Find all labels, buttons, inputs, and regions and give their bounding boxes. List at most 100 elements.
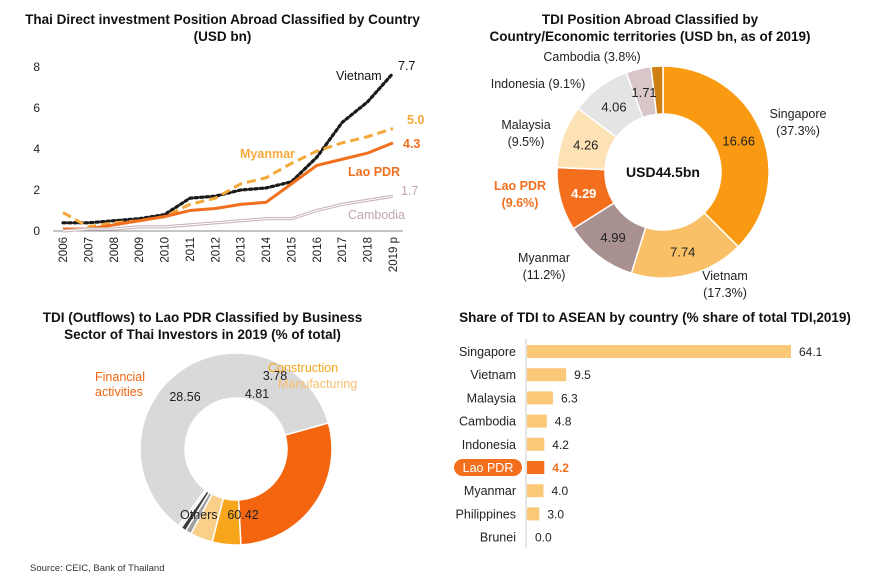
series-line-vietnam <box>61 71 395 225</box>
series-line-myanmar <box>62 127 394 229</box>
highlight-pill <box>454 459 522 476</box>
slice-name-label: Singapore <box>770 107 827 121</box>
country-donut-panel: TDI Position Abroad Classified by Countr… <box>440 0 870 300</box>
category-label: Cambodia <box>459 415 516 429</box>
series-end-label: 4.3 <box>403 137 420 151</box>
bar-value-label: 9.5 <box>574 368 591 382</box>
x-tick-label: 2019 p <box>388 237 400 272</box>
x-tick-label: 2018 <box>363 237 375 263</box>
donut-slice <box>237 422 333 546</box>
series-name-label: Cambodia <box>348 208 405 222</box>
x-tick-label: 2014 <box>261 236 273 262</box>
slice-value-label: 4.99 <box>600 230 625 245</box>
slice-name-label: Vietnam <box>702 269 748 283</box>
slice-name-label: Lao PDR <box>494 179 546 193</box>
slice-value-label: 4.06 <box>601 99 626 114</box>
y-tick-label: 8 <box>33 60 40 74</box>
series-name-label: Lao PDR <box>348 165 400 179</box>
bar <box>527 414 547 428</box>
x-tick-label: 2017 <box>337 237 349 263</box>
bar-value-label: 4.2 <box>552 461 569 475</box>
category-label: Philippines <box>456 507 516 521</box>
y-tick-label: 0 <box>33 224 40 238</box>
donut-slice <box>650 65 664 116</box>
x-tick-label: 2009 <box>134 237 146 263</box>
source-note: Source: CEIC, Bank of Thailand <box>30 563 165 574</box>
donut-slice <box>662 65 770 248</box>
x-tick-label: 2008 <box>109 237 121 263</box>
series-end-label: 5.0 <box>407 113 424 127</box>
bar <box>527 391 553 405</box>
slice-name-label: Others <box>180 508 218 522</box>
category-label: Malaysia <box>467 391 516 405</box>
slice-name-label: Cambodia (3.8%) <box>543 50 640 64</box>
series-name-label: Myanmar <box>240 147 295 161</box>
x-tick-label: 2010 <box>160 237 172 263</box>
y-tick-label: 2 <box>33 183 40 197</box>
x-tick-label: 2011 <box>185 237 197 262</box>
slice-name-label: activities <box>95 385 143 399</box>
bar-value-label: 4.0 <box>551 484 568 498</box>
sector-donut-panel: TDI (Outflows) to Lao PDR Classified by … <box>0 295 440 560</box>
bar-value-label: 6.3 <box>561 391 578 405</box>
y-tick-label: 6 <box>33 101 40 115</box>
sector-donut-title: TDI (Outflows) to Lao PDR Classified by … <box>42 310 363 342</box>
line-chart-panel: Thai Direct investment Position Abroad C… <box>0 0 440 295</box>
bar <box>527 507 540 521</box>
series-name-label: Vietnam <box>336 69 382 83</box>
slice-pct-label: (37.3%) <box>776 124 820 138</box>
series-line-lao-pdr <box>63 141 394 231</box>
bar-value-label: 4.2 <box>552 438 569 452</box>
bar <box>527 437 545 451</box>
bar <box>527 368 567 382</box>
slice-value-label: 16.66 <box>722 133 755 148</box>
slice-value-label: 3.78 <box>263 369 287 383</box>
bar-value-label: 64.1 <box>799 345 823 359</box>
country-donut-title: TDI Position Abroad Classified by Countr… <box>489 12 811 44</box>
category-label: Brunei <box>480 531 516 545</box>
slice-value-label: 4.81 <box>245 387 269 401</box>
slice-name-label: Indonesia (9.1%) <box>491 77 586 91</box>
category-label: Lao PDR <box>463 461 514 475</box>
series-end-label: 1.7 <box>401 184 418 198</box>
slice-value-label: 4.29 <box>571 186 596 201</box>
country-donut-chart: 16.66 7.74 4.99 4.29 4.26 4.06 1.71 USD44.5bn Si… <box>491 50 827 300</box>
donut-slice <box>177 488 208 529</box>
series-line-inner <box>62 195 394 232</box>
asean-bar-chart: Singapore 64.1 Vietnam 9.5 Malaysia 6.3 Cambod… <box>454 339 823 548</box>
category-label: Myanmar <box>464 484 516 498</box>
bar <box>527 345 791 358</box>
slice-name-label: Manufacturing <box>278 377 357 391</box>
slice-value-label: 28.56 <box>169 390 200 404</box>
y-tick-label: 4 <box>33 142 40 156</box>
donut-center-label: USD44.5bn <box>626 164 700 180</box>
bar-value-label: 3.0 <box>547 507 564 521</box>
slice-pct-label: (17.3%) <box>703 286 747 300</box>
slice-value-label: 1.71 <box>631 85 656 100</box>
slice-value-label: 60.42 <box>227 508 258 522</box>
series-end-label: 7.7 <box>398 59 415 73</box>
x-tick-label: 2006 <box>58 237 70 263</box>
line-chart: 0 2 4 6 8 2006 2007 2008 2009 2010 2011 2012 2013 201… <box>33 59 424 272</box>
asean-bar-title: Share of TDI to ASEAN by country (% shar… <box>459 310 851 325</box>
bar <box>527 461 545 474</box>
line-chart-title: Thai Direct investment Position Abroad C… <box>25 12 420 44</box>
slice-name-label: Malaysia <box>501 118 550 132</box>
x-tick-label: 2016 <box>312 237 324 263</box>
slice-name-label: Myanmar <box>518 251 570 265</box>
category-label: Singapore <box>459 345 516 359</box>
sector-donut-chart: 60.42 28.56 4.81 3.78 Others Financialactivit… <box>95 352 357 546</box>
x-tick-label: 2012 <box>210 237 222 263</box>
slice-pct-label: (9.5%) <box>508 135 545 149</box>
slice-value-label: 4.26 <box>573 137 598 152</box>
slice-name-label: Financial <box>95 370 145 384</box>
x-tick-label: 2015 <box>286 237 298 263</box>
donut-slice <box>139 352 330 527</box>
x-tick-label: 2013 <box>236 237 248 263</box>
asean-bar-panel: Share of TDI to ASEAN by country (% shar… <box>440 295 870 560</box>
bar <box>527 484 544 498</box>
bar-value-label: 4.8 <box>555 415 572 429</box>
bar-value-label: 0.0 <box>535 531 552 545</box>
slice-name-label: Construction <box>268 361 338 375</box>
category-label: Indonesia <box>462 438 516 452</box>
